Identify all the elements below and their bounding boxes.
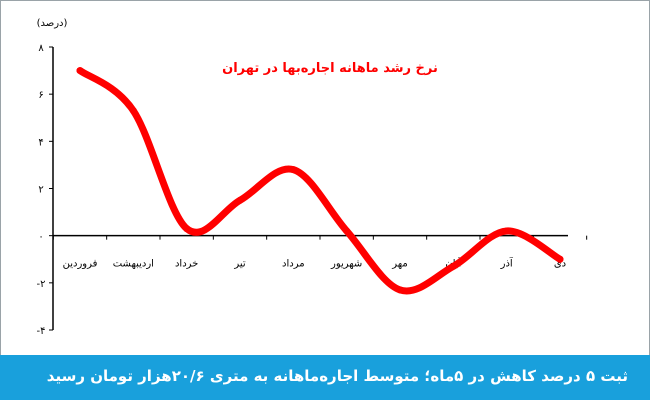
y-tick-label: ۶ xyxy=(38,90,43,101)
data-points xyxy=(76,67,564,294)
y-ticks: ۸ ۶ ۴ ۲ ۰ -۲ -۴ xyxy=(37,43,53,337)
data-point xyxy=(343,227,351,235)
data-point xyxy=(183,225,191,233)
data-point xyxy=(236,196,244,204)
x-tick-label: اردیبهشت xyxy=(113,259,154,270)
x-ticks: فروردیناردیبهشتخردادتیرمردادشهریورمهرآبا… xyxy=(52,235,588,270)
x-tick-label: دی xyxy=(554,259,566,270)
data-point xyxy=(396,286,404,294)
y-tick-label: -۲ xyxy=(37,279,46,290)
data-point xyxy=(76,67,84,75)
y-tick-label: ۴ xyxy=(38,137,43,148)
y-tick-label: ۲ xyxy=(38,185,43,196)
headline-caption: ثبت ۵ درصد کاهش در ۵ماه؛ متوسط اجاره‌ماه… xyxy=(0,355,650,400)
x-tick-label: شهریور xyxy=(330,259,362,270)
y-tick-label: -۴ xyxy=(37,326,46,337)
series-line xyxy=(76,67,564,295)
x-tick-label: خرداد xyxy=(175,259,198,270)
line-chart: (درصد) نرخ رشد ماهانه اجاره‌بها در تهران… xyxy=(37,18,588,337)
y-axis-label: (درصد) xyxy=(37,18,68,29)
x-tick-label: فروردین xyxy=(63,259,98,270)
data-point xyxy=(503,227,511,235)
x-tick-label: مهر xyxy=(391,259,407,270)
data-point xyxy=(556,255,564,263)
data-point xyxy=(449,262,457,270)
x-tick-label: مرداد xyxy=(282,259,305,270)
x-tick-label: تیر xyxy=(233,259,246,270)
chart-title: نرخ رشد ماهانه اجاره‌بها در تهران xyxy=(222,61,438,76)
data-point xyxy=(289,166,297,174)
data-point xyxy=(129,107,137,115)
y-tick-label: ۰ xyxy=(38,232,43,243)
y-tick-label: ۸ xyxy=(38,43,44,54)
x-tick-label: آذر xyxy=(500,257,514,270)
